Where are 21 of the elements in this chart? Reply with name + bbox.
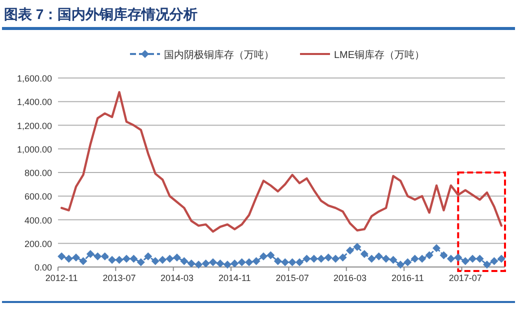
- y-tick-label: 800.00: [24, 168, 52, 178]
- y-tick-label: 1,200.00: [16, 120, 52, 131]
- x-tick-label: 2016-03: [333, 273, 367, 283]
- y-tick-label: 1,600.00: [16, 74, 52, 84]
- legend-label: LME铜库存（万吨）: [334, 49, 425, 61]
- chart-title: 图表 7：国内外铜库存情况分析: [4, 6, 198, 22]
- y-tick-label: 1,000.00: [16, 144, 52, 154]
- x-tick-label: 2017-07: [448, 273, 482, 283]
- y-tick-label: 400.00: [24, 215, 52, 226]
- x-tick-label: 2016-11: [391, 273, 424, 283]
- legend-label: 国内阴极铜库存（万吨）: [164, 49, 274, 61]
- line-series: [60, 91, 502, 233]
- x-tick-label: 2014-03: [160, 273, 194, 283]
- x-tick-label: 2012-11: [45, 273, 78, 283]
- y-tick-label: 1,400.00: [16, 97, 52, 108]
- y-tick-label: 0.00: [34, 262, 52, 272]
- y-tick-label: 600.00: [24, 192, 52, 202]
- x-tick-label: 2015-07: [276, 273, 309, 283]
- y-tick-label: 200.00: [24, 238, 52, 249]
- x-tick-label: 2014-11: [218, 273, 251, 283]
- x-tick-label: 2013-07: [102, 273, 136, 283]
